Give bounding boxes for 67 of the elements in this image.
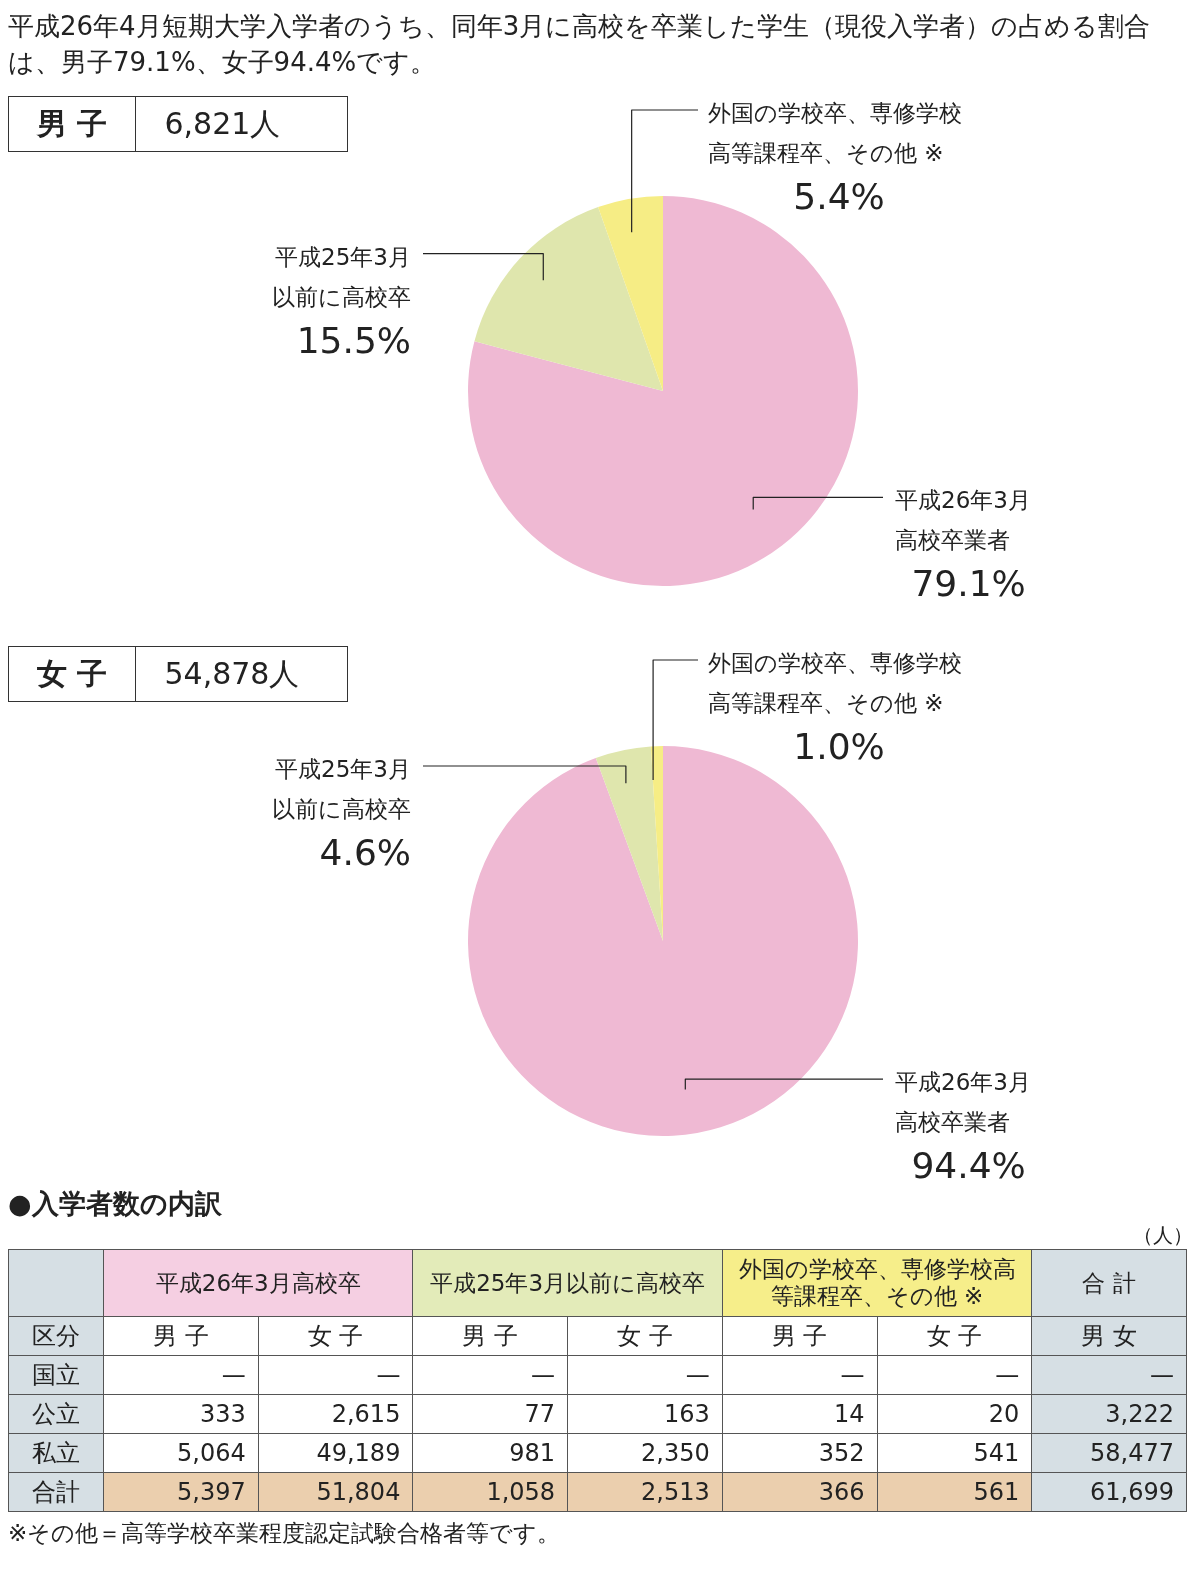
text: ●入学者数の内訳 bbox=[8, 1187, 223, 1221]
text: 3,222 bbox=[1105, 1400, 1174, 1428]
text: 女 子 bbox=[36, 654, 109, 693]
text: 981 bbox=[509, 1439, 556, 1467]
category-label: 男 子 bbox=[103, 1316, 259, 1356]
text: — bbox=[995, 1361, 1020, 1389]
text: 352 bbox=[818, 1439, 865, 1467]
text: 平成26年3月高校卒 bbox=[103, 1249, 413, 1317]
text: 163 bbox=[664, 1400, 710, 1428]
text: 14 bbox=[833, 1400, 865, 1428]
text: 5,397 bbox=[176, 1478, 246, 1506]
data-label: 5.4% bbox=[792, 175, 886, 219]
text: — bbox=[1150, 1361, 1174, 1389]
text: 54,878人 bbox=[135, 647, 348, 701]
text: 男 子 bbox=[36, 104, 109, 143]
text: 58,477 bbox=[1090, 1439, 1174, 1467]
text: — bbox=[221, 1361, 246, 1389]
text: 541 bbox=[973, 1439, 1020, 1467]
slice-label: 平成25年3月以前に高校卒 bbox=[271, 242, 411, 312]
category-label: 男 女 bbox=[1031, 1316, 1187, 1356]
category-label: 公立 bbox=[32, 1400, 80, 1428]
category-label: 女 子 bbox=[258, 1316, 413, 1356]
category-label: 国立 bbox=[32, 1361, 80, 1389]
text: 49,189 bbox=[316, 1439, 401, 1467]
text: 2,615 bbox=[331, 1400, 401, 1428]
text: 1,058 bbox=[486, 1478, 556, 1506]
slice-label: 平成26年3月高校卒業者 bbox=[895, 486, 1032, 556]
data-label: 79.1% bbox=[910, 562, 1027, 607]
category-label: 男 子 bbox=[722, 1316, 878, 1356]
text: 20 bbox=[988, 1400, 1020, 1428]
data-label: 1.0% bbox=[792, 725, 886, 769]
text: 外国の学校卒、専修学校高等課程卒、その他 ※ bbox=[722, 1249, 1032, 1317]
text: 2,350 bbox=[641, 1439, 710, 1467]
data-label: 94.4% bbox=[910, 1144, 1027, 1189]
category-label: 合計 bbox=[32, 1478, 80, 1506]
category-label: 男 子 bbox=[412, 1316, 568, 1356]
text: 51,804 bbox=[316, 1478, 401, 1506]
text: （人） bbox=[1132, 1222, 1193, 1249]
text: — bbox=[840, 1361, 865, 1389]
slice-label: 平成26年3月高校卒業者 bbox=[895, 1068, 1032, 1138]
text: — bbox=[376, 1361, 401, 1389]
data-label: 15.5% bbox=[295, 318, 411, 363]
pie-slice bbox=[474, 207, 663, 391]
text: 平成25年3月以前に高校卒 bbox=[412, 1249, 723, 1317]
text: 333 bbox=[199, 1400, 246, 1428]
pie-slice bbox=[595, 746, 663, 941]
category-label: 私立 bbox=[32, 1439, 80, 1467]
text: 366 bbox=[818, 1478, 865, 1506]
slice-label: 外国の学校卒、専修学校高等課程卒、その他 ※ bbox=[708, 99, 963, 168]
category-label: 女 子 bbox=[877, 1316, 1032, 1356]
text: 合 計 bbox=[1031, 1249, 1187, 1317]
text: — bbox=[685, 1361, 710, 1389]
text: 2,513 bbox=[641, 1478, 710, 1506]
text: 61,699 bbox=[1090, 1478, 1174, 1506]
text: ※その他＝高等学校卒業程度認定試験合格者等です。 bbox=[8, 1519, 562, 1548]
text: 5,064 bbox=[176, 1439, 246, 1467]
text: — bbox=[531, 1361, 556, 1389]
chart-title: 平成26年4月短期大学入学者のうち、同年3月に高校を卒業した学生（現役入学者）の占める割合は、男子79.1%、女子94.4%です。 bbox=[8, 10, 1152, 79]
text: 561 bbox=[973, 1478, 1020, 1506]
text: 77 bbox=[524, 1400, 556, 1428]
text: 区分 bbox=[8, 1316, 104, 1356]
text: 6,821人 bbox=[135, 97, 348, 151]
slice-label: 平成25年3月以前に高校卒 bbox=[271, 755, 411, 824]
slice-label: 外国の学校卒、専修学校高等課程卒、その他 ※ bbox=[708, 649, 963, 718]
data-label: 4.6% bbox=[318, 831, 411, 875]
pie-slice bbox=[598, 196, 663, 391]
category-label: 女 子 bbox=[567, 1316, 723, 1356]
